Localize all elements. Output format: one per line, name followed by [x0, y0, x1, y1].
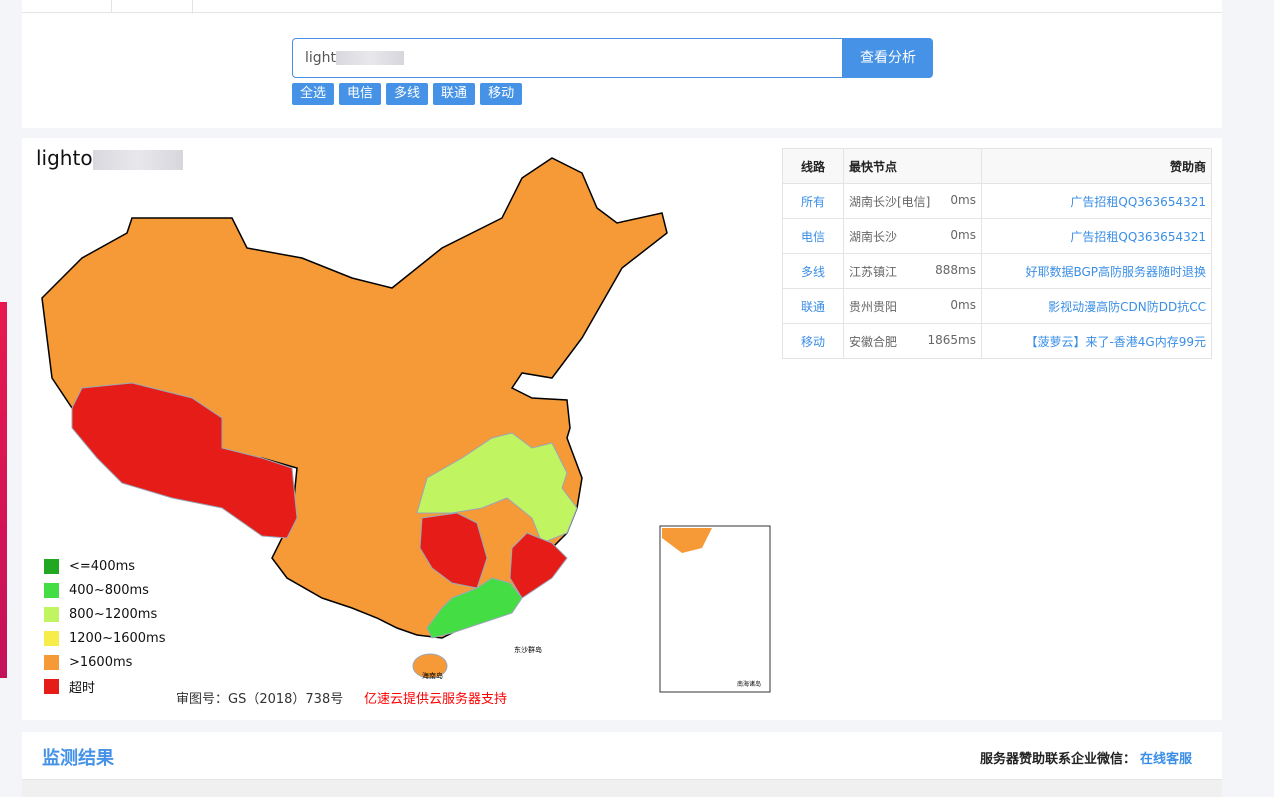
host-title: lighto [36, 146, 183, 170]
tab-bar [22, 0, 1222, 14]
legend-swatch [44, 678, 59, 694]
legend-item: <=400ms [44, 554, 166, 578]
legend-swatch [44, 582, 59, 598]
legend-swatch [44, 654, 59, 670]
filter-unicom[interactable]: 联通 [433, 83, 476, 105]
filter-mobile[interactable]: 移动 [480, 83, 523, 105]
redacted-blur [336, 51, 405, 65]
map-region-tibet [71, 382, 298, 539]
search-card: light 查看分析 全选 电信 多线 联通 移动 [22, 0, 1222, 128]
fastest-node-table: 线路 最快节点 赞助商 所有 湖南长沙[电信] 0ms 广告招租QQ363654321 电… [782, 148, 1212, 359]
legend-item: >1600ms [44, 650, 166, 674]
table-row: 多线 江苏镇江 888ms 好耶数据BGP高防服务器随时退换 [782, 253, 1212, 289]
filter-multiline[interactable]: 多线 [386, 83, 429, 105]
map-label-hainan: 海南岛 [422, 671, 443, 680]
legend-item: 800~1200ms [44, 602, 166, 626]
legend-swatch [44, 558, 59, 574]
side-ad-strip [0, 302, 7, 678]
south-china-sea-inset [659, 525, 771, 693]
analyze-button[interactable]: 查看分析 [843, 38, 933, 78]
tab-2[interactable] [112, 0, 193, 14]
host-input[interactable]: light [292, 38, 843, 78]
legend-item: 400~800ms [44, 578, 166, 602]
table-row: 联通 贵州贵阳 0ms 影视动漫高防CDN防DD抗CC [782, 288, 1212, 324]
latency-legend: <=400ms 400~800ms 800~1200ms 1200~1600ms… [44, 554, 166, 698]
host-input-value: light [305, 50, 337, 66]
map-label-dongsha: 东沙群岛 [514, 645, 542, 654]
monitor-card: 监测结果 服务器赞助联系企业微信： 在线客服 [22, 732, 1222, 797]
map-region-fujian [509, 532, 568, 599]
legend-item: 超时 [44, 674, 166, 698]
tab-1[interactable] [22, 0, 112, 13]
table-row: 电信 湖南长沙 0ms 广告招租QQ363654321 [782, 218, 1212, 254]
map-region-henan-anhui [416, 432, 578, 544]
filter-telecom[interactable]: 电信 [339, 83, 382, 105]
china-latency-map: 海南岛 东沙群岛 南海诸岛 [41, 157, 771, 693]
table-row: 移动 安徽合肥 1865ms 【菠萝云】来了-香港4G内存99元 [782, 323, 1212, 359]
legend-item: 1200~1600ms [44, 626, 166, 650]
sponsor-contact: 服务器赞助联系企业微信： 在线客服 [979, 752, 1192, 767]
online-service-link[interactable]: 在线客服 [1139, 752, 1192, 767]
results-area [22, 779, 1222, 797]
map-approval-number: 审图号：GS（2018）738号 [176, 692, 344, 707]
monitor-title: 监测结果 [42, 748, 114, 769]
redacted-blur [92, 149, 183, 170]
result-card: 海南岛 东沙群岛 南海诸岛 lighto 线路 最快节点 赞助商 所有 湖南长沙[电信… [22, 138, 1222, 720]
map-region-hainan [412, 653, 448, 679]
legend-swatch [44, 606, 59, 622]
map-label-nanhai: 南海诸岛 [737, 680, 761, 688]
table-row: 所有 湖南长沙[电信] 0ms 广告招租QQ363654321 [782, 183, 1212, 219]
legend-swatch [44, 630, 59, 646]
filter-all[interactable]: 全选 [292, 83, 335, 105]
sponsor-credit-link[interactable]: 亿速云提供云服务器支持 [364, 692, 508, 707]
map-region-guangdong [426, 577, 523, 639]
